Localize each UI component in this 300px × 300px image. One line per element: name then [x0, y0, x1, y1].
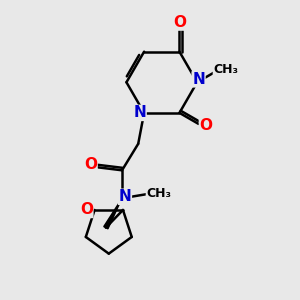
Text: CH₃: CH₃	[213, 63, 238, 76]
Text: N: N	[192, 72, 205, 87]
Text: O: O	[200, 118, 212, 133]
Text: O: O	[80, 202, 93, 217]
Text: CH₃: CH₃	[146, 187, 171, 200]
Text: O: O	[84, 157, 97, 172]
Polygon shape	[104, 198, 122, 229]
Text: N: N	[133, 105, 146, 120]
Text: N: N	[118, 189, 131, 204]
Text: O: O	[173, 15, 186, 30]
